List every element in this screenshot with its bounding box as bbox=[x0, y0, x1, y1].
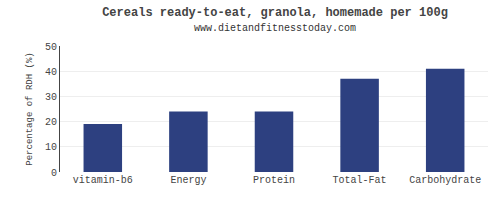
svg-text:Energy: Energy bbox=[170, 175, 206, 186]
svg-text:Percentage of RDH (%): Percentage of RDH (%) bbox=[25, 52, 35, 165]
svg-text:Carbohydrate: Carbohydrate bbox=[409, 175, 481, 186]
svg-text:Protein: Protein bbox=[253, 175, 295, 186]
svg-text:50: 50 bbox=[45, 42, 57, 53]
svg-text:Total-Fat: Total-Fat bbox=[333, 175, 387, 186]
svg-text:0: 0 bbox=[51, 168, 57, 179]
svg-text:20: 20 bbox=[45, 117, 57, 128]
svg-text:10: 10 bbox=[45, 142, 57, 153]
svg-text:Cereals ready-to-eat, granola,: Cereals ready-to-eat, granola, homemade … bbox=[102, 6, 448, 35]
svg-text:30: 30 bbox=[45, 92, 57, 103]
svg-text:vitamin-b6: vitamin-b6 bbox=[73, 175, 133, 186]
svg-text:40: 40 bbox=[45, 67, 57, 78]
